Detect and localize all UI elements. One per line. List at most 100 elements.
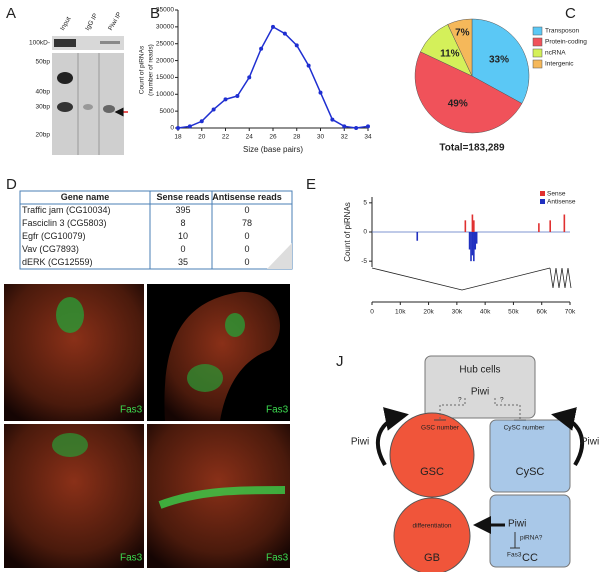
y-axis-label: Count of piRNAs — [343, 202, 352, 262]
gel — [52, 36, 128, 155]
y-tick-label: 15000 — [156, 74, 174, 81]
gb-label: GB — [424, 552, 440, 564]
stain-label: Fas3 — [266, 553, 289, 564]
table-cell: Traffic jam (CG10034) — [22, 205, 111, 215]
bar — [538, 223, 540, 232]
table-cell: Egfr (CG10079) — [22, 231, 86, 241]
gene-model — [371, 267, 572, 291]
panel-letter: D — [6, 176, 17, 193]
legend-label: Sense — [547, 191, 566, 198]
x-tick-label: 30 — [317, 134, 325, 141]
bar — [563, 214, 566, 232]
gel-band — [57, 72, 73, 84]
legend-swatch — [532, 37, 543, 47]
table-cell: 395 — [175, 205, 190, 215]
table-cell: 0 — [180, 244, 185, 254]
gel-band — [100, 41, 120, 44]
data-point — [318, 90, 323, 95]
hub-label: Hub cells — [459, 365, 500, 376]
y-tick-label: 10000 — [156, 91, 174, 98]
data-point — [330, 117, 335, 122]
marker-label: 40bp — [36, 89, 51, 96]
legend-swatch — [540, 199, 545, 204]
tissue — [164, 291, 280, 421]
x-axis-label: Size (base pairs) — [243, 145, 303, 154]
hub-box — [424, 355, 536, 419]
gel-band — [83, 104, 93, 110]
legend-swatch — [532, 26, 543, 36]
gel-band — [54, 39, 76, 47]
stain — [158, 486, 286, 509]
panel-letter: J — [336, 353, 344, 370]
panel-letter: B — [150, 5, 160, 22]
stain — [52, 433, 88, 457]
slice-label: 49% — [448, 99, 468, 110]
gb-cell — [393, 497, 471, 572]
piwi-label: Piwi — [471, 387, 489, 398]
data-point — [247, 75, 252, 80]
inhibition — [510, 532, 520, 549]
fas3-label: Fas3 — [507, 552, 522, 559]
x-tick-label: 28 — [293, 134, 301, 141]
bar — [471, 214, 474, 232]
table-header: Antisense reads — [212, 192, 282, 202]
marker-label: 20bp — [36, 132, 51, 139]
piwi-label: Piwi — [581, 437, 599, 448]
table-cell: Fasciclin 3 (CG5803) — [22, 218, 107, 228]
cysc-number: CySC number — [504, 425, 546, 432]
y-tick-label: 35000 — [156, 7, 174, 14]
x-tick-label: 34 — [364, 134, 372, 141]
bar — [473, 220, 475, 232]
bar — [475, 232, 478, 244]
lane-label: Input — [59, 16, 72, 32]
micrographs: Fas3 Fas3 Fas3 Fas3 — [4, 284, 290, 568]
legend-label: ncRNA — [545, 50, 566, 57]
bar — [468, 232, 471, 250]
bar — [416, 232, 419, 241]
pie-slice — [447, 18, 473, 77]
stain-label: Fas3 — [266, 405, 289, 416]
y-tick-label: 0 — [170, 125, 174, 132]
legend-swatch — [540, 191, 545, 196]
bar — [464, 220, 467, 232]
table-header: Gene name — [61, 192, 110, 202]
table-cell: 35 — [178, 257, 188, 267]
lane-label: IgG IP — [84, 12, 99, 31]
legend-swatch — [532, 48, 543, 58]
gel-band — [57, 102, 73, 112]
y-tick-label: 5 — [363, 200, 367, 207]
stain — [187, 364, 223, 392]
table-cell: Vav (CG7893) — [22, 244, 79, 254]
question: ? — [458, 397, 462, 404]
x-tick-label: 0 — [370, 309, 374, 316]
legend-label: Antisense — [547, 199, 576, 206]
table-cell: 0 — [244, 244, 249, 254]
arrow — [375, 407, 409, 467]
legend-label: Protein-coding — [545, 39, 587, 46]
gsc-cell — [389, 412, 475, 498]
panel-letter: E — [306, 176, 316, 193]
data-point — [235, 93, 240, 98]
table-cell: 0 — [244, 205, 249, 215]
slice-label: 33% — [489, 55, 509, 66]
bar — [473, 232, 475, 262]
model-diagram: J Hub cells Piwi ? ? GSC number CySC num… — [336, 353, 599, 572]
arrow — [551, 407, 585, 467]
x-tick-label: 20 — [198, 134, 206, 141]
total-label: Total=183,289 — [439, 143, 505, 154]
y-tick-label: 0 — [363, 229, 367, 236]
slice-label: 7% — [455, 27, 470, 38]
legend-label: Transposon — [545, 28, 579, 35]
data-point — [366, 124, 370, 129]
x-tick-label: 32 — [341, 134, 349, 141]
x-tick-label: 30k — [452, 309, 463, 316]
cysc-label: CySC — [516, 466, 545, 478]
question: ? — [500, 397, 504, 404]
data-point — [294, 43, 299, 48]
legend-swatch — [532, 59, 543, 69]
marker-label: 50bp — [36, 59, 51, 66]
x-tick-label: 50k — [508, 309, 519, 316]
data-point — [259, 46, 264, 51]
slice-label: 11% — [440, 48, 460, 59]
panel-letter: A — [6, 5, 16, 22]
